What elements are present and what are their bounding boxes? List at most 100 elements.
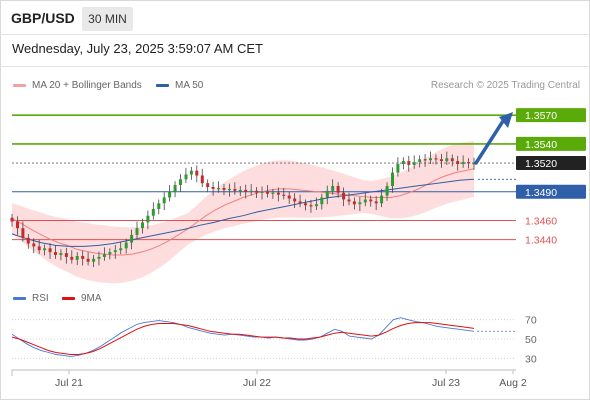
candle-body [439, 159, 443, 162]
timestamp-label: Wednesday, July 23, 2025 3:59:07 AM CET [12, 41, 263, 56]
ma50-line [11, 178, 475, 247]
level-label-1.3460: 1.3460 [525, 216, 557, 228]
subheader-divider [0, 66, 590, 67]
credit-label: Research © 2025 Trading Central [430, 80, 580, 91]
candle-body [211, 187, 215, 189]
candle-body [70, 256, 74, 260]
candle-body [130, 234, 134, 243]
candle-body [396, 164, 400, 173]
legend-9ma: 9MA [62, 293, 102, 304]
rsi-tick-30: 30 [525, 353, 537, 365]
candle-body [179, 179, 182, 185]
candle-body [260, 191, 264, 193]
candle-body [407, 161, 411, 165]
legend-ma50: MA 50 [156, 80, 203, 91]
candle-body [97, 256, 101, 259]
candle-body [255, 190, 259, 193]
candle-body [429, 158, 432, 161]
candle-body [401, 161, 405, 164]
header-divider [0, 34, 590, 35]
candle-body [184, 174, 188, 180]
candle-body [75, 256, 79, 260]
candle-body [325, 190, 329, 198]
candle-body [119, 248, 123, 251]
x-tick-label: Jul 22 [243, 377, 271, 389]
candle-body [331, 186, 335, 191]
9ma-swatch [62, 296, 75, 300]
candle-body [26, 237, 30, 244]
legend-9ma-label: 9MA [81, 293, 102, 304]
level-tag-1.3520 [516, 156, 586, 171]
candle-body [157, 203, 161, 209]
candle-body [249, 190, 253, 192]
candle-body [238, 189, 242, 192]
candle-body [86, 258, 90, 262]
timeframe-button[interactable]: 30 MIN [82, 7, 133, 31]
candle-body [298, 201, 302, 204]
candle-body [108, 252, 112, 254]
rsi-line [11, 317, 475, 357]
candle-body [467, 162, 471, 164]
legend-ma20: MA 20 + Bollinger Bands [13, 80, 142, 91]
legend-rsi-label: RSI [32, 293, 49, 304]
level-label-1.3440: 1.3440 [525, 235, 557, 247]
candle-body [217, 188, 221, 190]
candle-body [418, 159, 422, 163]
candle-body [293, 198, 297, 202]
candle-body [37, 246, 41, 251]
candle-body [124, 242, 128, 249]
candle-body [10, 217, 14, 222]
candle-body [222, 188, 226, 190]
candle-body [173, 185, 177, 192]
candle-body [445, 158, 449, 162]
candle-body [309, 205, 313, 207]
level-tag-1.3570 [516, 108, 586, 123]
rsi-tick-70: 70 [525, 315, 537, 327]
candle-body [141, 222, 144, 229]
candle-body [113, 250, 117, 253]
level-tag-text-1.3540: 1.3540 [525, 139, 557, 151]
candle-body [314, 204, 318, 207]
candle-body [363, 199, 367, 203]
x-tick-label: Jul 23 [432, 377, 460, 389]
candle-body [374, 201, 378, 204]
candle-body [102, 254, 106, 257]
candle-body [151, 209, 155, 216]
symbol-title: GBP/USD [11, 10, 75, 26]
level-tag-text-1.3570: 1.3570 [525, 110, 557, 122]
candle-body [32, 243, 36, 247]
candle-body [380, 195, 384, 204]
candle-body [391, 172, 394, 186]
candle-body [282, 194, 286, 196]
candle-body [162, 197, 166, 204]
candle-body [450, 158, 454, 162]
candle-body [461, 162, 465, 164]
candle-body [342, 192, 346, 200]
legend-ma20-label: MA 20 + Bollinger Bands [32, 80, 142, 91]
candle-body [412, 162, 416, 165]
level-tag-1.3540 [516, 136, 586, 151]
candle-body [287, 195, 291, 199]
x-tick-label: Jul 21 [55, 377, 83, 389]
candle-body [135, 228, 139, 235]
legend-ma50-label: MA 50 [175, 80, 204, 91]
candle-body [81, 256, 85, 259]
candle-body [244, 189, 248, 192]
candle-body [434, 158, 438, 160]
candle-body [336, 186, 340, 193]
candle-body [271, 192, 275, 194]
candle-body [59, 253, 63, 255]
candle-body [195, 170, 199, 176]
candle-body [54, 252, 57, 255]
candle-body [64, 253, 68, 257]
forecast-arrow-head [499, 112, 513, 129]
x-tick-label: Aug 2 [499, 377, 527, 389]
candle-body [48, 248, 52, 253]
candle-body [304, 203, 307, 206]
candle-body [266, 191, 269, 194]
candle-body [168, 191, 172, 198]
candle-body [320, 197, 324, 205]
level-tag-text-1.3520: 1.3520 [525, 158, 557, 170]
candle-body [456, 161, 460, 164]
rsi-tick-50: 50 [525, 334, 537, 346]
